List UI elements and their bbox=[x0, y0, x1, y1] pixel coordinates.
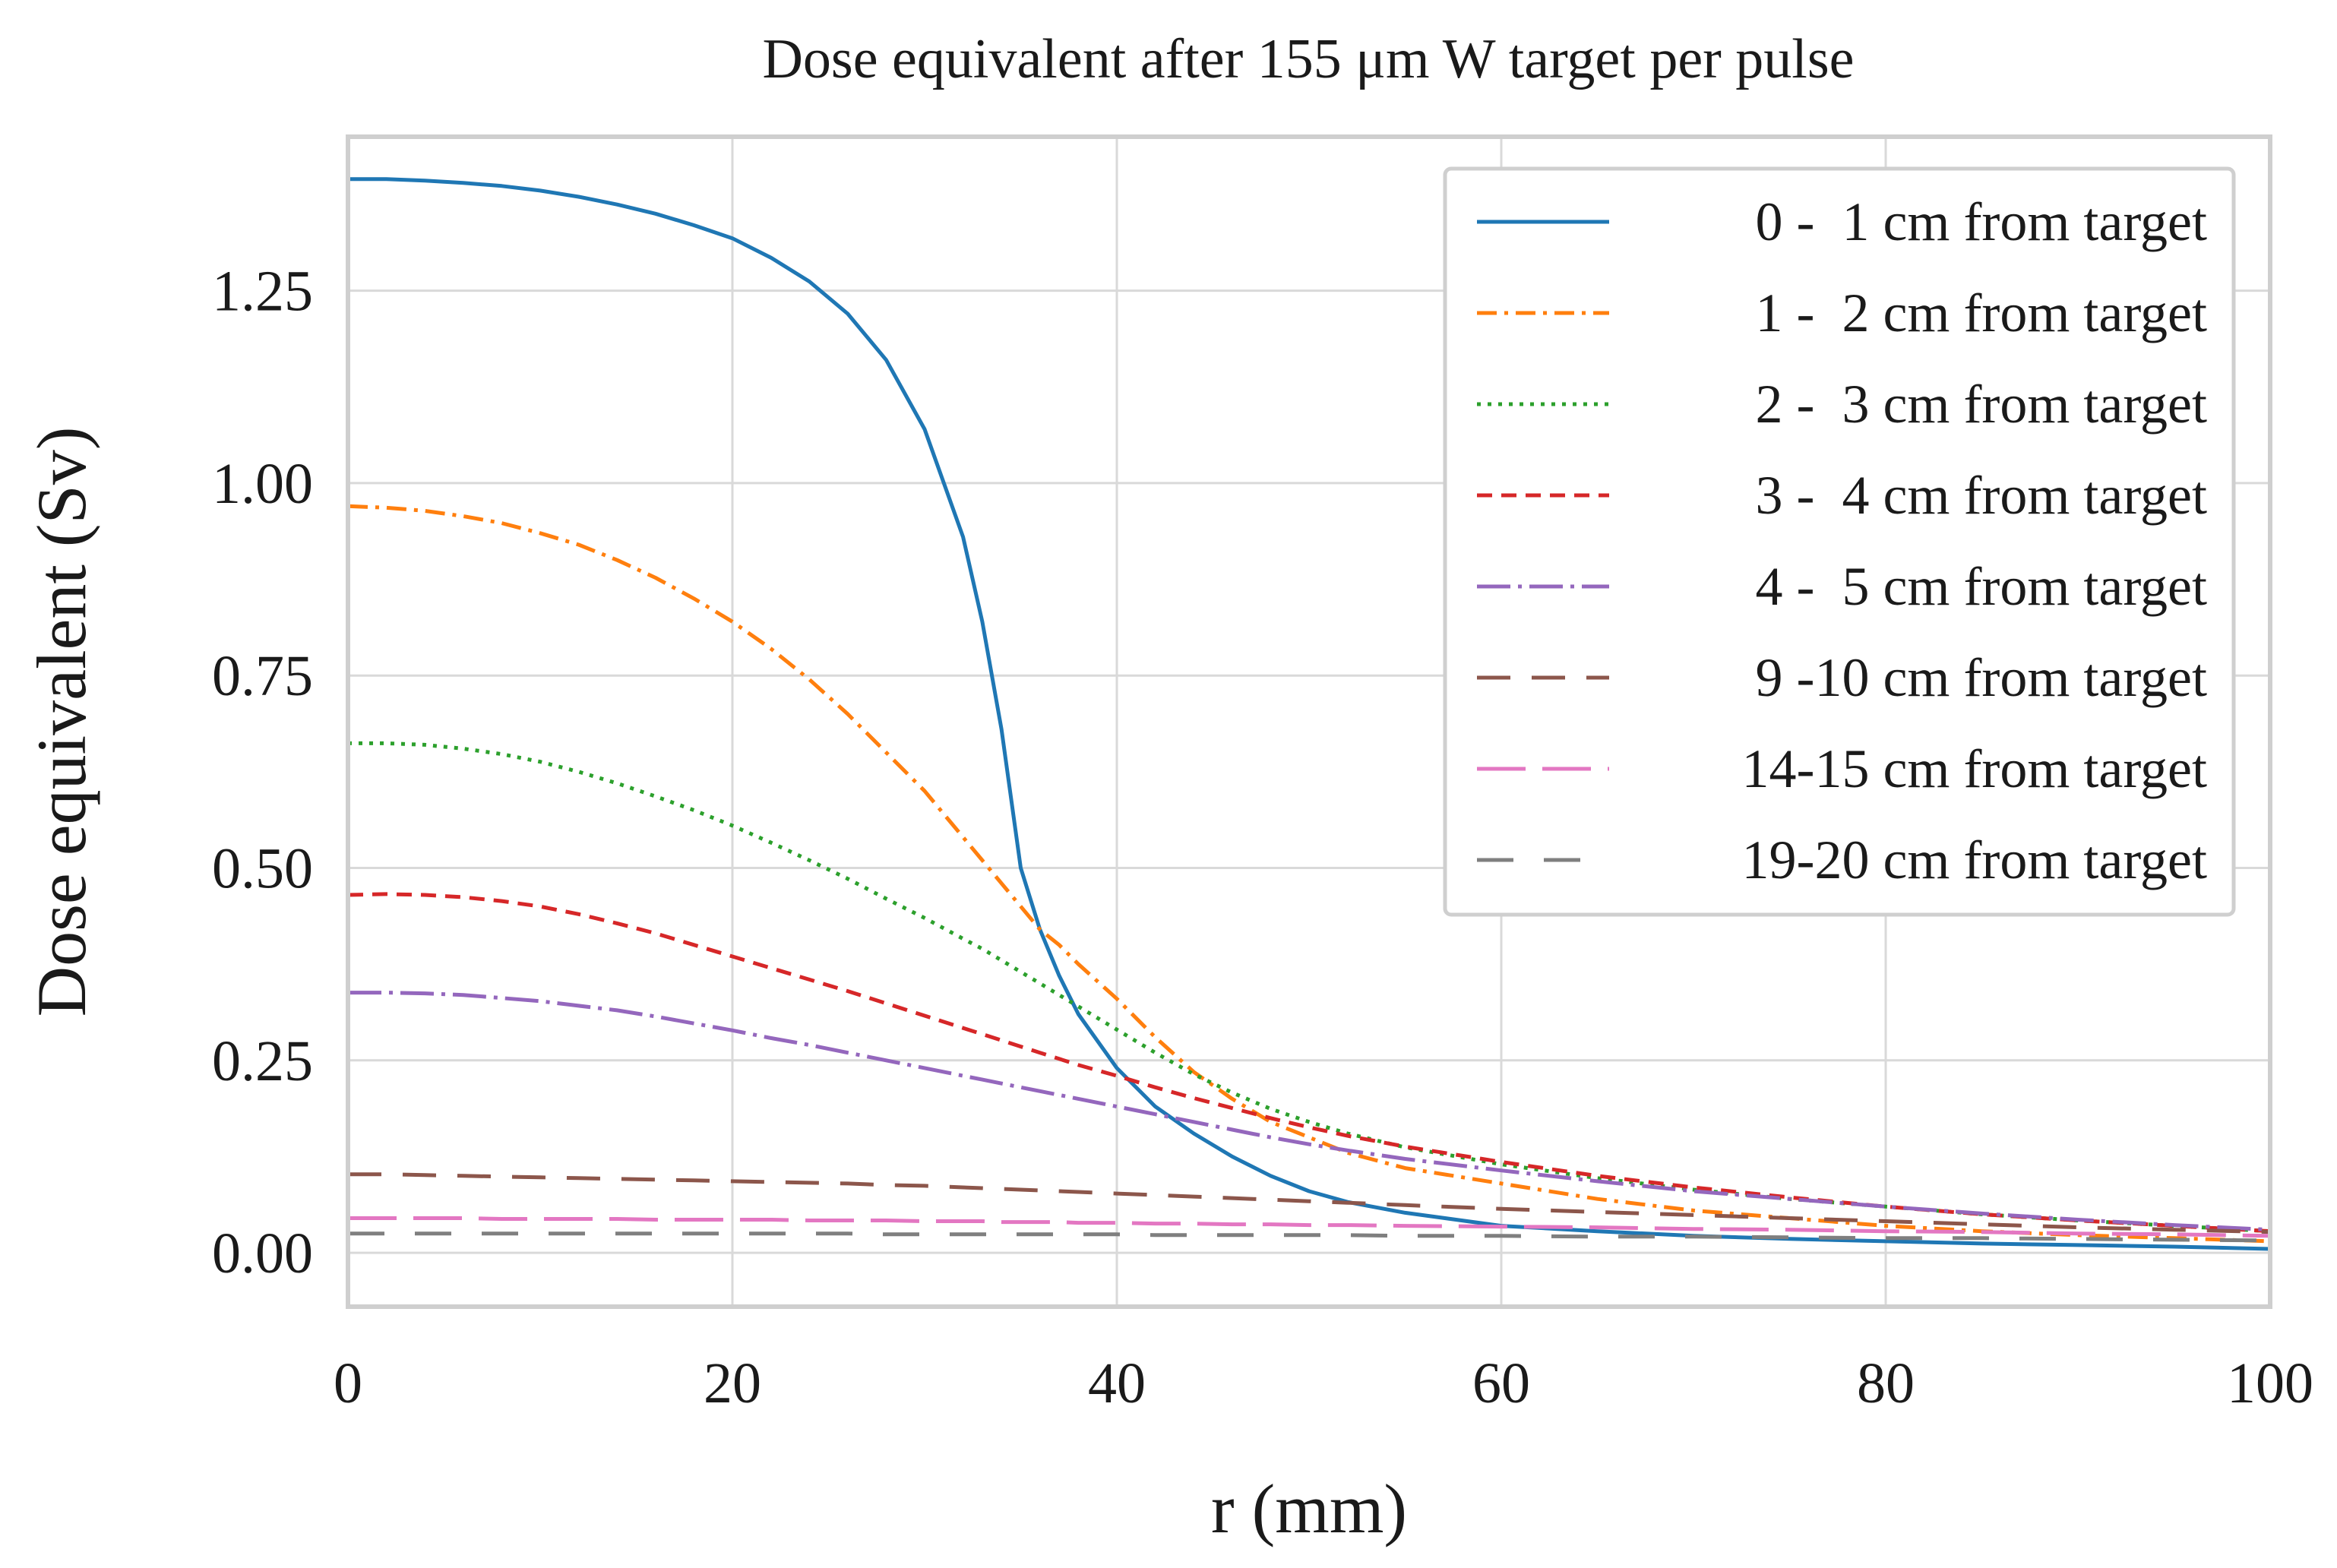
y-tick-label: 0.25 bbox=[212, 1029, 313, 1093]
x-tick-label: 80 bbox=[1857, 1351, 1915, 1415]
legend-box bbox=[1443, 166, 2236, 917]
legend-label-7: 14-15 cm from target bbox=[1742, 738, 2208, 799]
x-tick-label: 20 bbox=[704, 1351, 761, 1415]
legend-label-8: 19-20 cm from target bbox=[1742, 830, 2208, 890]
series-line-5 bbox=[348, 991, 2271, 1232]
series-line-6 bbox=[348, 1172, 2271, 1234]
legend-label-5: 4 - 5 cm from target bbox=[1756, 556, 2208, 617]
x-tick-label: 0 bbox=[334, 1351, 362, 1415]
x-tick-label: 100 bbox=[2227, 1351, 2313, 1415]
legend-label-4: 3 - 4 cm from target bbox=[1756, 465, 2208, 526]
series-line-8 bbox=[348, 1231, 2271, 1243]
x-axis-label: r (mm) bbox=[1211, 1470, 1407, 1547]
plot-frame bbox=[346, 134, 2272, 1309]
y-tick-label: 1.25 bbox=[212, 260, 313, 324]
series-line-2 bbox=[347, 504, 2271, 1244]
series-line-4 bbox=[347, 892, 2271, 1234]
legend-label-6: 9 -10 cm from target bbox=[1756, 647, 2208, 708]
series-line-1 bbox=[348, 177, 2271, 1251]
legend: 0 - 1 cm from target 1 - 2 cm from target… bbox=[1443, 166, 2236, 917]
y-tick-label: 0.50 bbox=[212, 837, 313, 901]
legend-label-1: 0 - 1 cm from target bbox=[1756, 191, 2208, 252]
legend-label-3: 2 - 3 cm from target bbox=[1756, 374, 2208, 435]
y-tick-label: 0.75 bbox=[212, 644, 313, 708]
tick-layer: 0 20 40 60 80 100 0.00 0.25 0.50 0.75 1.00 1.25 bbox=[212, 260, 2313, 1415]
legend-label-2: 1 - 2 cm from target bbox=[1756, 283, 2208, 343]
chart-title: Dose equivalent after 155 μm W target pe… bbox=[762, 28, 1854, 90]
series-line-7 bbox=[348, 1216, 2271, 1238]
y-tick-label: 1.00 bbox=[212, 452, 313, 516]
y-axis-label: Dose equivalent (Sv) bbox=[23, 427, 100, 1017]
series-layer bbox=[347, 177, 2271, 1251]
x-tick-label: 40 bbox=[1088, 1351, 1146, 1415]
y-tick-label: 0.00 bbox=[212, 1222, 313, 1285]
x-tick-label: 60 bbox=[1472, 1351, 1530, 1415]
